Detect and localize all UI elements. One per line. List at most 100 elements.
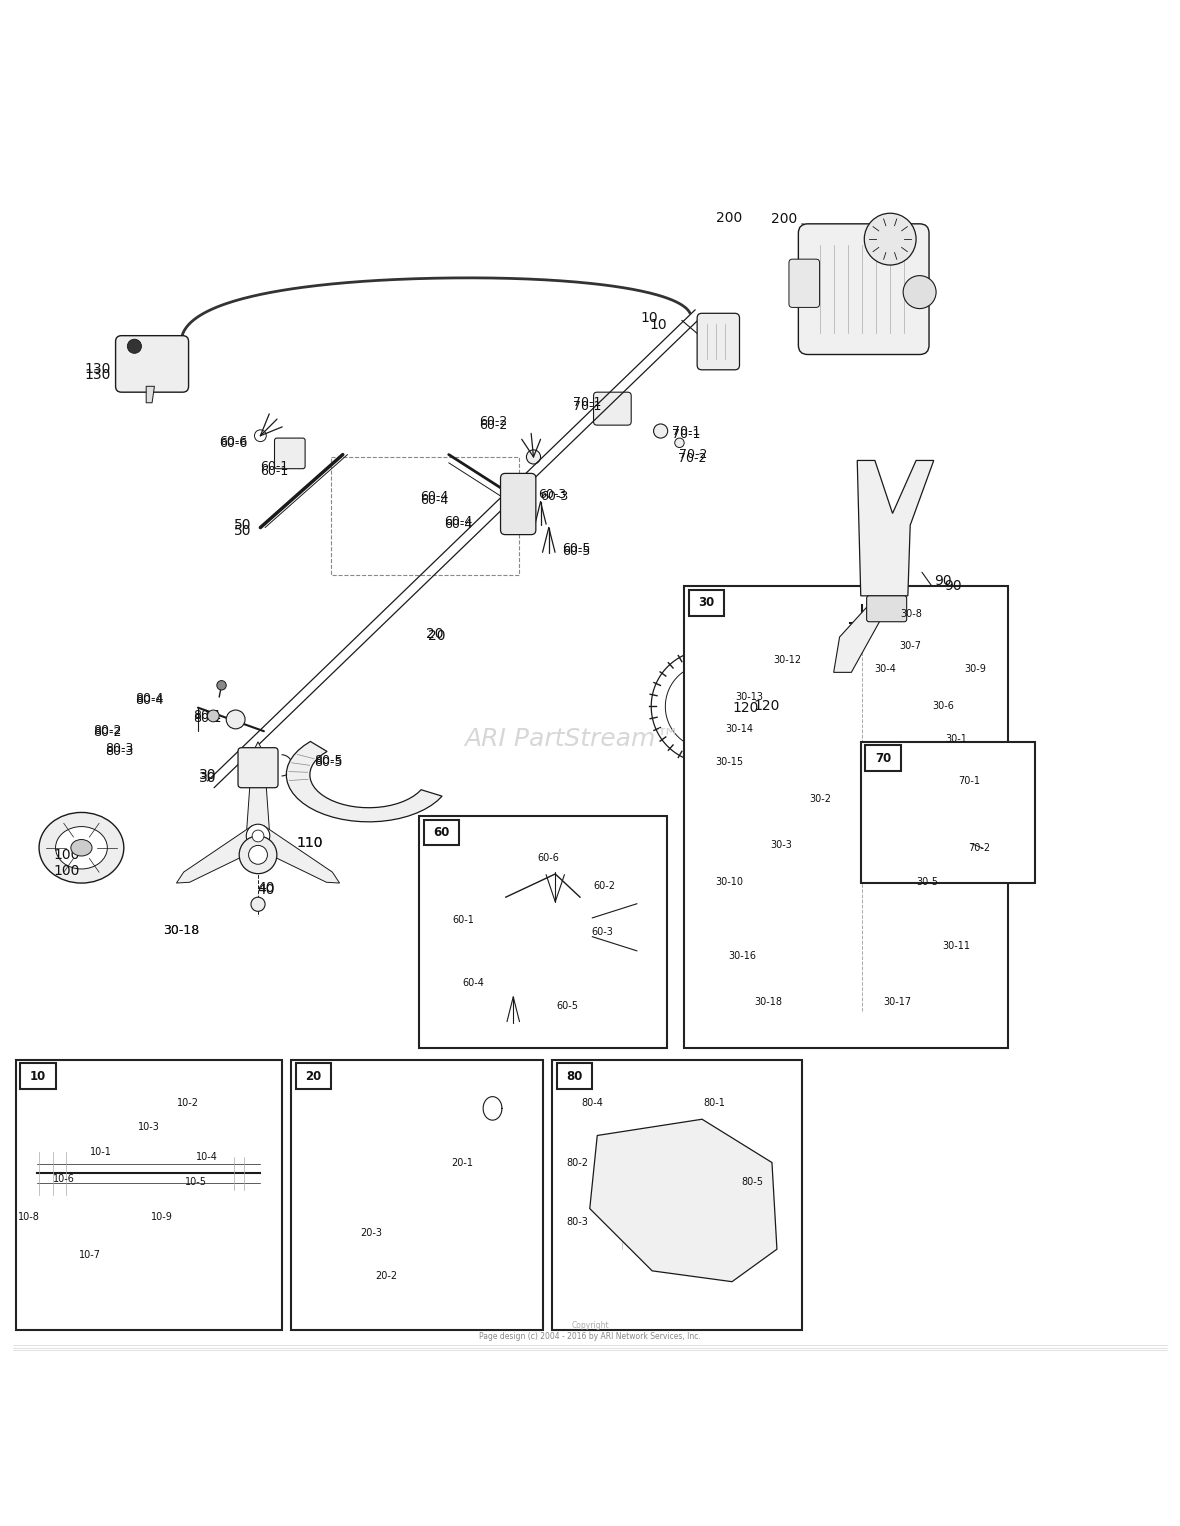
Circle shape: [526, 450, 540, 464]
Text: 30-6: 30-6: [932, 702, 955, 711]
Text: 30-11: 30-11: [942, 942, 970, 951]
Text: 60-5: 60-5: [557, 1001, 578, 1012]
Circle shape: [204, 1166, 221, 1181]
Circle shape: [854, 754, 871, 771]
Text: 60-4: 60-4: [444, 516, 472, 528]
Text: 10: 10: [30, 1070, 46, 1082]
Text: 30-10: 30-10: [715, 877, 743, 887]
Text: 30-5: 30-5: [916, 877, 938, 887]
Text: 60-1: 60-1: [453, 916, 474, 925]
Circle shape: [249, 845, 268, 864]
Text: 10-1: 10-1: [90, 1146, 112, 1157]
Text: 80: 80: [566, 1070, 583, 1082]
Text: 10-8: 10-8: [18, 1212, 40, 1222]
Circle shape: [959, 838, 971, 850]
Text: 60-6: 60-6: [537, 853, 559, 862]
Ellipse shape: [170, 1155, 191, 1192]
Text: 30-14: 30-14: [726, 725, 753, 734]
Polygon shape: [287, 742, 442, 823]
Text: 60-2: 60-2: [479, 415, 507, 429]
Text: ARI PartStream™: ARI PartStream™: [464, 728, 681, 751]
Text: Copyright: Copyright: [571, 1322, 609, 1331]
Text: 100: 100: [53, 864, 79, 879]
Text: 80-4: 80-4: [136, 691, 164, 705]
Circle shape: [846, 690, 879, 723]
Text: 60-5: 60-5: [562, 542, 590, 555]
Circle shape: [903, 276, 936, 308]
FancyBboxPatch shape: [552, 1059, 802, 1331]
Text: 70-1: 70-1: [573, 397, 602, 409]
Text: 80-2: 80-2: [566, 1158, 589, 1167]
Circle shape: [857, 645, 868, 656]
Ellipse shape: [71, 839, 92, 856]
Text: 60: 60: [433, 826, 450, 839]
Circle shape: [846, 884, 879, 917]
Circle shape: [851, 639, 874, 662]
Text: 60-4: 60-4: [444, 517, 472, 531]
Text: 100: 100: [53, 848, 79, 862]
Ellipse shape: [844, 818, 881, 835]
Text: 30-3: 30-3: [771, 839, 792, 850]
Text: 80-1: 80-1: [194, 711, 222, 725]
Text: 60-3: 60-3: [591, 926, 614, 937]
Text: 30-1: 30-1: [945, 734, 968, 743]
FancyBboxPatch shape: [419, 816, 667, 1048]
Circle shape: [227, 710, 245, 729]
FancyBboxPatch shape: [860, 742, 1035, 884]
Circle shape: [675, 438, 684, 447]
Circle shape: [247, 824, 270, 848]
Text: 30-8: 30-8: [900, 609, 922, 620]
FancyBboxPatch shape: [865, 745, 900, 771]
Text: 70: 70: [876, 752, 891, 765]
Text: 80-4: 80-4: [136, 694, 164, 707]
Text: 60-5: 60-5: [562, 545, 590, 557]
Circle shape: [846, 778, 879, 810]
Text: 40: 40: [257, 884, 275, 897]
Text: 80-5: 80-5: [314, 754, 343, 768]
Circle shape: [864, 214, 916, 266]
Circle shape: [856, 726, 870, 742]
Text: 80-5: 80-5: [314, 757, 343, 769]
Text: 200: 200: [771, 212, 798, 226]
FancyBboxPatch shape: [799, 224, 929, 354]
FancyBboxPatch shape: [684, 586, 1008, 1048]
Polygon shape: [146, 386, 155, 403]
Circle shape: [251, 897, 266, 911]
Text: 60-1: 60-1: [261, 459, 289, 473]
Circle shape: [190, 1167, 202, 1180]
FancyBboxPatch shape: [116, 336, 189, 392]
FancyBboxPatch shape: [464, 897, 597, 972]
Text: 130: 130: [85, 368, 111, 382]
Ellipse shape: [833, 850, 892, 876]
Text: 70-1: 70-1: [573, 400, 602, 414]
Text: 20: 20: [426, 627, 444, 641]
Circle shape: [854, 786, 871, 803]
Text: 40: 40: [257, 881, 275, 894]
Text: 130: 130: [85, 362, 111, 375]
Polygon shape: [247, 742, 270, 836]
Circle shape: [919, 784, 931, 797]
Text: 70-1: 70-1: [958, 777, 979, 786]
Text: 80-3: 80-3: [566, 1218, 588, 1227]
Polygon shape: [590, 1119, 776, 1282]
Text: 80-3: 80-3: [105, 745, 133, 758]
Text: 80-5: 80-5: [741, 1177, 763, 1187]
FancyBboxPatch shape: [238, 748, 278, 787]
Text: 60-4: 60-4: [420, 490, 448, 504]
Circle shape: [699, 1105, 715, 1122]
Text: 90: 90: [944, 580, 962, 594]
Text: 80-4: 80-4: [582, 1099, 603, 1108]
Text: 30-9: 30-9: [964, 664, 986, 674]
Text: 10-6: 10-6: [52, 1173, 74, 1184]
Text: 30-15: 30-15: [715, 757, 743, 766]
Circle shape: [255, 430, 267, 441]
Text: 60-4: 60-4: [463, 978, 485, 987]
Text: 80-1: 80-1: [703, 1099, 726, 1108]
Text: 10: 10: [640, 311, 657, 325]
Circle shape: [171, 1164, 190, 1183]
Text: 50: 50: [234, 519, 251, 533]
FancyBboxPatch shape: [321, 1257, 361, 1291]
Text: 70-2: 70-2: [680, 449, 708, 461]
Circle shape: [507, 990, 519, 1003]
Text: 50: 50: [234, 523, 251, 539]
